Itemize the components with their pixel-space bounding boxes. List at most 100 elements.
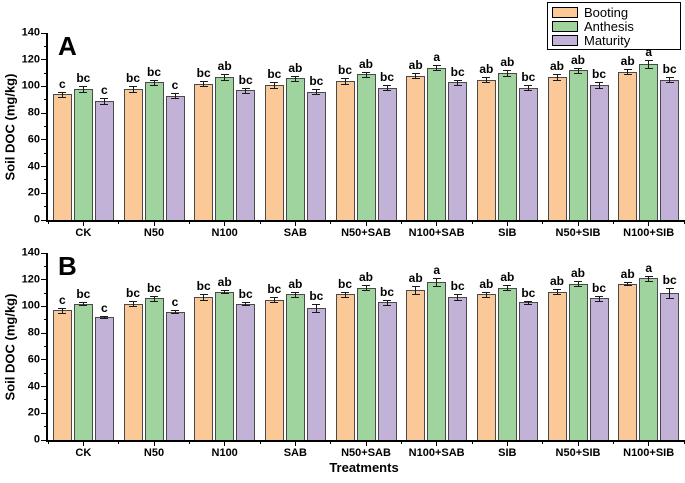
x-category-label: SIB	[498, 447, 517, 459]
error-bar-cap	[58, 97, 67, 99]
x-boundary-tick	[330, 440, 332, 444]
x-category-label: SIB	[498, 227, 517, 239]
error-bar-cap	[129, 306, 137, 308]
bar-anthesis	[73, 303, 93, 440]
error-bar	[436, 278, 438, 287]
error-bar-cap	[171, 310, 179, 312]
error-bar	[415, 73, 417, 79]
significance-letter: bc	[76, 71, 91, 86]
significance-letter: bc	[146, 64, 162, 79]
x-major-tick	[577, 440, 579, 446]
significance-letter: ab	[479, 62, 494, 77]
significance-letter: bc	[379, 70, 395, 85]
bar-booting	[123, 303, 143, 440]
error-bar-cap	[665, 298, 674, 300]
error-bar-cap	[341, 297, 349, 299]
panel-a: Soil DOC (mg/kg) A 0 20 40 60 80 100 120 140 CK N…	[0, 0, 685, 240]
bar-maturity	[94, 317, 114, 440]
error-bar-cap	[553, 79, 561, 81]
y-tick-label: 20	[27, 406, 40, 419]
y-major-tick	[41, 192, 48, 194]
error-bar-cap	[411, 286, 420, 288]
x-major-tick	[365, 220, 367, 226]
y-major-tick	[41, 112, 48, 114]
error-bar-cap	[58, 307, 67, 309]
error-bar-cap	[312, 303, 321, 305]
error-bar	[174, 93, 176, 99]
error-bar-cap	[100, 98, 109, 100]
y-tick-label: 20	[27, 186, 40, 199]
error-bar-cap	[623, 285, 632, 287]
bar-booting	[618, 71, 638, 220]
error-bar	[224, 290, 226, 294]
y-tick-label: 80	[27, 326, 40, 339]
error-bar-cap	[79, 91, 88, 93]
error-bar-cap	[199, 86, 208, 88]
error-bar	[365, 285, 367, 291]
error-bar	[224, 74, 226, 80]
error-bar	[344, 78, 346, 84]
significance-letter: bc	[337, 276, 353, 291]
bar-booting	[194, 83, 214, 220]
error-bar-cap	[362, 71, 370, 73]
bar-booting	[335, 294, 355, 440]
error-bar-cap	[644, 59, 653, 61]
significance-letter: ab	[549, 274, 565, 289]
error-bar	[386, 85, 388, 91]
significance-letter: bc	[450, 64, 465, 79]
significance-letter: bc	[125, 71, 141, 86]
error-bar	[627, 69, 629, 75]
error-bar-cap	[291, 297, 300, 299]
error-bar-cap	[595, 87, 603, 89]
error-bar	[457, 79, 459, 86]
error-bar-cap	[341, 83, 349, 85]
x-major-tick	[224, 440, 226, 446]
error-bar-cap	[291, 75, 300, 77]
bar-maturity	[94, 101, 114, 220]
error-bar-cap	[220, 290, 229, 292]
error-bar-cap	[383, 305, 391, 307]
error-bar-cap	[623, 69, 632, 71]
error-bar-cap	[411, 294, 420, 296]
error-bar-cap	[270, 302, 279, 304]
error-bar-cap	[453, 294, 462, 296]
error-bar-cap	[623, 282, 632, 284]
error-bar-cap	[312, 89, 321, 91]
significance-letter: c	[171, 295, 179, 310]
error-bar-cap	[574, 73, 582, 75]
error-bar-cap	[241, 93, 250, 95]
x-boundary-tick	[612, 220, 614, 224]
bar-booting	[547, 291, 567, 440]
bar-anthesis	[144, 298, 164, 440]
significance-letter: bc	[267, 67, 282, 82]
error-bar	[294, 291, 296, 298]
error-bar	[669, 77, 671, 83]
bar-anthesis	[285, 294, 305, 440]
significance-letter: ab	[288, 60, 303, 75]
y-minor-tick	[44, 265, 48, 267]
bar-maturity	[236, 90, 256, 220]
y-minor-tick	[44, 372, 48, 374]
error-bar-cap	[362, 285, 370, 287]
y-minor-tick	[44, 399, 48, 401]
x-category-label: N50	[143, 447, 165, 459]
error-bar	[577, 281, 579, 287]
x-boundary-tick	[542, 440, 544, 444]
bar-maturity	[165, 95, 185, 220]
significance-letter: bc	[662, 62, 677, 77]
error-bar-cap	[150, 79, 158, 81]
error-bar-cap	[291, 291, 300, 293]
y-minor-tick	[44, 206, 48, 208]
x-boundary-tick	[188, 440, 190, 444]
error-bar-cap	[199, 294, 208, 296]
x-category-label: N100+SAB	[408, 447, 465, 459]
significance-letter: ab	[217, 59, 232, 74]
error-bar-cap	[432, 70, 441, 72]
error-bar-cap	[453, 79, 462, 81]
bar-anthesis	[568, 70, 588, 220]
significance-letter: ab	[408, 58, 423, 73]
error-bar-cap	[411, 73, 420, 75]
bar-maturity	[306, 307, 326, 440]
error-bar	[245, 302, 247, 306]
error-bar-cap	[524, 303, 533, 305]
